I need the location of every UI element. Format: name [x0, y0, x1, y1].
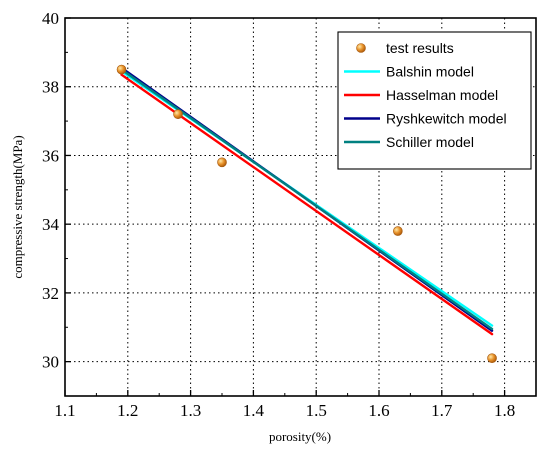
x-axis-title: porosity(%) — [269, 429, 331, 444]
x-tick-label: 1.8 — [494, 401, 515, 420]
series-line-hasselman-model — [120, 73, 494, 336]
x-tick-label: 1.6 — [368, 401, 389, 420]
legend-label-balshin-model: Balshin model — [386, 64, 474, 80]
test-result-point — [217, 157, 227, 168]
legend-marker-test-results — [356, 43, 366, 53]
x-tick-label: 1.2 — [117, 401, 138, 420]
test-result-point — [173, 109, 183, 120]
x-tick-label: 1.7 — [431, 401, 453, 420]
plot-frame — [64, 17, 537, 397]
legend: test results Balshin model Hasselman model… — [337, 31, 532, 170]
y-axis-title: compressive strength(MPa) — [10, 135, 25, 278]
test-results-points — [116, 64, 497, 364]
test-result-point — [487, 353, 497, 364]
legend-label-hasselman-model: Hasselman model — [386, 87, 498, 103]
axis-ticks: 1.1 1.2 1.3 1.4 1.5 1.6 1.7 1.8 30 32 34 36 38 40 — [42, 9, 515, 420]
y-tick-label: 34 — [42, 215, 60, 234]
test-result-point — [393, 226, 403, 236]
legend-label-ryshkewitch-model: Ryshkewitch model — [386, 111, 507, 127]
legend-label-schiller-model: Schiller model — [386, 134, 474, 150]
x-tick-label: 1.3 — [180, 401, 201, 420]
model-lines — [120, 66, 494, 336]
test-result-point — [116, 64, 127, 75]
x-tick-label: 1.1 — [54, 401, 75, 420]
legend-label-test-results: test results — [386, 40, 454, 56]
y-tick-label: 32 — [42, 284, 59, 303]
y-tick-label: 36 — [42, 146, 59, 165]
x-tick-label: 1.5 — [306, 401, 327, 420]
legend-box — [337, 31, 532, 170]
y-tick-label: 38 — [42, 78, 59, 97]
y-tick-label: 40 — [42, 9, 59, 28]
x-tick-label: 1.4 — [243, 401, 265, 420]
series-line-schiller-model — [120, 68, 494, 331]
y-tick-label: 30 — [42, 353, 59, 372]
